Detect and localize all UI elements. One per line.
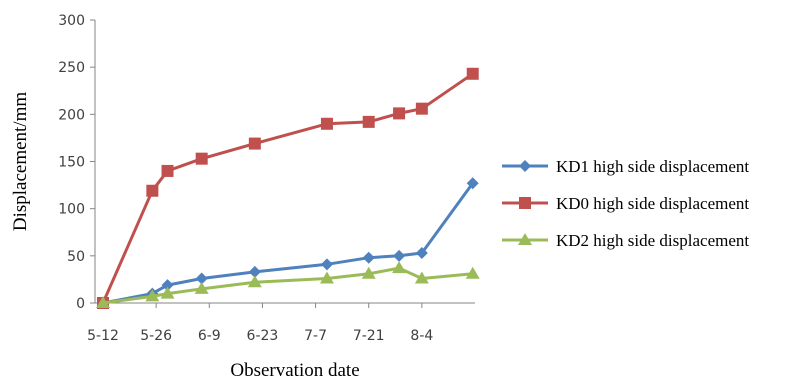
y-tick-label: 300	[58, 13, 85, 29]
y-tick-label: 0	[76, 296, 85, 312]
data-point-triangle	[145, 289, 160, 302]
data-point-diamond	[195, 272, 208, 285]
y-tick-label: 50	[67, 249, 85, 265]
chart-axes: 0 50 100 150 200 250 300 5-12 5-26 6-9 6-23 7-7 7-21…	[58, 13, 475, 344]
data-point-square	[362, 115, 375, 128]
data-point-diamond	[415, 247, 428, 260]
data-point-triangle	[392, 261, 407, 274]
legend-marker-diamond	[519, 160, 531, 172]
data-point-square	[320, 117, 333, 130]
x-axis-title: Observation date	[230, 360, 359, 380]
x-tick-label: 8-4	[410, 328, 433, 344]
series-line	[101, 72, 474, 304]
x-tick-label: 5-12	[87, 328, 119, 344]
y-tick-label: 200	[58, 107, 85, 123]
data-point-triangle	[247, 275, 262, 288]
data-point-triangle	[465, 266, 480, 279]
legend-label: KD1 high side displacement	[556, 157, 749, 176]
legend-marker-square	[519, 197, 531, 209]
x-tick-label: 7-21	[353, 328, 385, 344]
x-tick-label: 7-7	[304, 328, 327, 344]
data-point-triangle	[361, 266, 376, 279]
data-point-diamond	[320, 258, 333, 271]
y-tick-label: 150	[58, 155, 85, 171]
data-point-square	[415, 102, 428, 115]
data-point-diamond	[161, 279, 174, 292]
data-point-square	[248, 137, 261, 150]
series-line	[102, 266, 473, 305]
legend-label: KD2 high side displacement	[556, 231, 749, 250]
x-tick-label: 5-26	[140, 328, 172, 344]
data-point-square	[161, 164, 174, 177]
data-point-triangle	[319, 271, 334, 284]
data-point-square	[393, 107, 406, 120]
data-point-square	[195, 152, 208, 165]
y-tick-label: 250	[58, 60, 85, 76]
legend: KD1 high side displacement KD0 high side …	[502, 157, 749, 250]
y-axis-title: Displacement/mm	[10, 92, 31, 232]
data-point-diamond	[393, 249, 406, 262]
data-point-triangle	[160, 286, 175, 299]
data-point-diamond	[466, 177, 479, 190]
data-point-diamond	[362, 251, 375, 264]
data-point-diamond	[248, 265, 261, 278]
data-point-square	[146, 184, 159, 197]
plot-area	[96, 67, 480, 309]
data-point-triangle	[414, 271, 429, 284]
x-tick-label: 6-23	[247, 328, 279, 344]
series-line	[102, 182, 474, 305]
y-tick-label: 100	[58, 202, 85, 218]
legend-label: KD0 high side displacement	[556, 194, 749, 213]
x-tick-label: 6-9	[198, 328, 221, 344]
data-point-triangle	[194, 281, 209, 294]
data-point-triangle	[96, 296, 110, 308]
legend-marker-triangle	[518, 233, 532, 245]
data-point-square	[466, 67, 479, 80]
